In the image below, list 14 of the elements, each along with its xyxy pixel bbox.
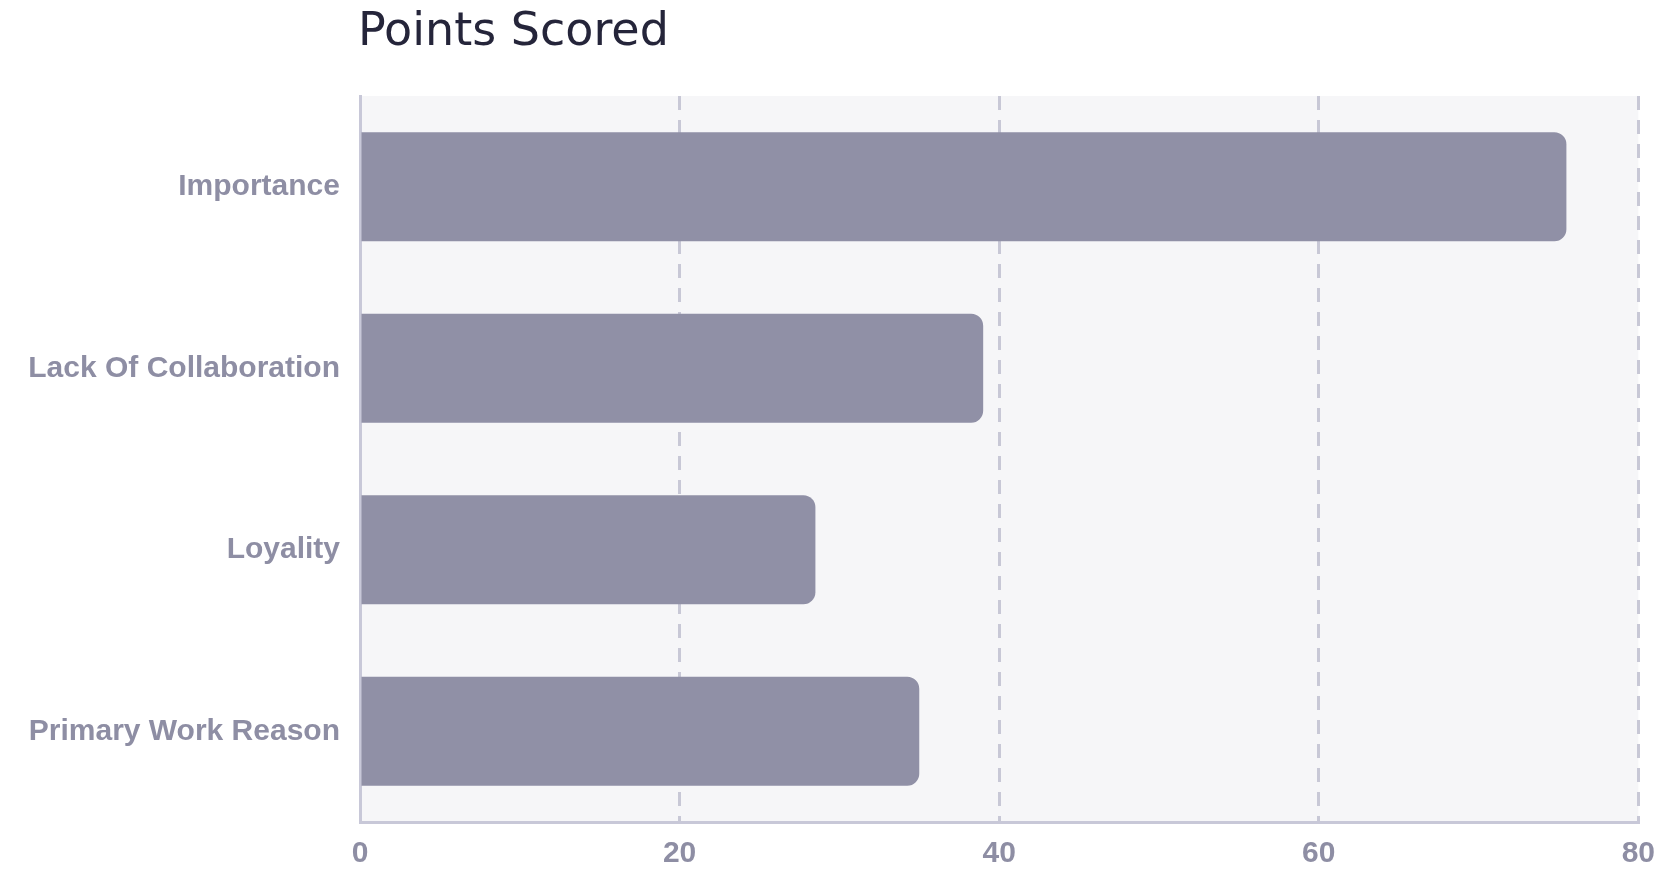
x-tick-label: 80 <box>1621 835 1655 869</box>
bar <box>361 313 984 423</box>
x-tick-label: 20 <box>662 835 697 869</box>
y-tick-label: Loyality <box>226 531 341 565</box>
chart-title: Points Scored <box>358 2 669 56</box>
bar <box>361 676 920 786</box>
x-tick-label: 60 <box>1302 835 1336 869</box>
y-tick-label: Importance <box>178 168 340 202</box>
x-tick-label: 40 <box>982 835 1016 869</box>
x-tick-label: 0 <box>351 835 369 869</box>
bar <box>361 132 1567 242</box>
bar <box>361 495 816 605</box>
y-tick-label: Primary Work Reason <box>28 712 340 746</box>
y-tick-label: Lack Of Collaboration <box>28 349 340 383</box>
